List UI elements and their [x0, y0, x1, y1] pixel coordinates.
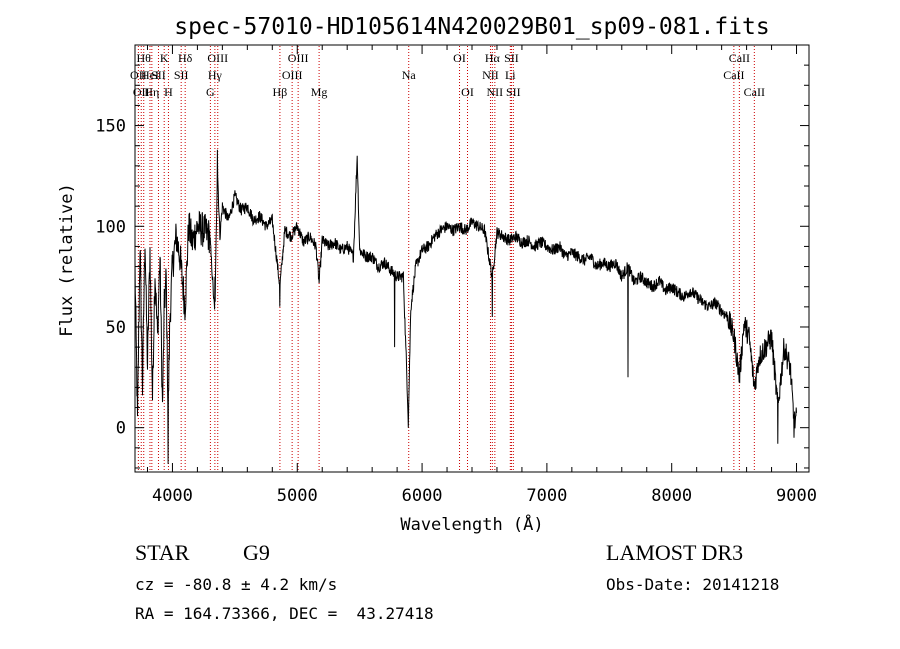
- line-marker-label: CaII: [723, 68, 744, 82]
- line-marker-label: Hθ: [137, 51, 152, 65]
- x-tick-label: 5000: [277, 486, 318, 506]
- line-marker-label: OI: [461, 85, 474, 99]
- x-axis-label: Wavelength (Å): [400, 513, 543, 535]
- spectral-line-labels: OIIOIIHθHηHeISIIKHHδSIIGHγOIIIHβOIIIOIII…: [130, 51, 765, 99]
- chart-title: spec-57010-HD105614N420029B01_sp09-081.f…: [174, 14, 769, 40]
- survey-name: LAMOST DR3: [606, 540, 743, 565]
- line-marker-label: OI: [453, 51, 466, 65]
- obs-date: Obs-Date: 20141218: [606, 575, 779, 594]
- redshift-readout: cz = -80.8 ± 4.2 km/s: [135, 575, 337, 594]
- line-marker-label: OIII: [288, 51, 309, 65]
- line-marker-label: NII: [487, 85, 504, 99]
- y-tick-label: 50: [106, 318, 126, 338]
- line-marker-label: CaII: [729, 51, 750, 65]
- x-tick-label: 9000: [776, 486, 817, 506]
- line-marker-label: Li: [505, 68, 516, 82]
- line-marker-label: H: [164, 85, 173, 99]
- y-tick-label: 100: [95, 217, 126, 237]
- line-marker-label: Hδ: [178, 51, 193, 65]
- line-marker-label: HeI: [141, 68, 159, 82]
- line-marker-label: Hη: [144, 85, 159, 99]
- line-marker-label: SII: [506, 85, 521, 99]
- y-tick-label: 0: [116, 419, 126, 439]
- line-marker-label: SII: [504, 51, 519, 65]
- line-marker-label: Mg: [311, 85, 328, 99]
- y-axis-label: Flux (relative): [57, 183, 77, 337]
- line-marker-label: Hβ: [273, 85, 288, 99]
- coordinates: RA = 164.73366, DEC = 43.27418: [135, 604, 434, 623]
- line-marker-label: Na: [402, 68, 417, 82]
- line-marker-label: NII: [482, 68, 499, 82]
- spectral-subclass: G9: [243, 540, 270, 565]
- line-marker-label: G: [206, 85, 215, 99]
- spectral-class: STAR: [135, 540, 190, 565]
- x-axis-ticks: 4000 5000 6000 7000 8000 9000: [146, 45, 817, 506]
- y-tick-label: 150: [95, 117, 126, 137]
- line-marker-label: CaII: [744, 85, 765, 99]
- x-tick-label: 6000: [402, 486, 443, 506]
- spectral-line-markers: [137, 46, 755, 471]
- line-marker-label: OII: [130, 68, 147, 82]
- line-marker-label: K: [160, 51, 169, 65]
- line-marker-label: SII: [174, 68, 189, 82]
- y-axis-ticks: 0 50 100 150: [95, 64, 809, 469]
- line-marker-label: OIII: [282, 68, 303, 82]
- line-marker-label: SII: [151, 68, 166, 82]
- line-marker-label: Hγ: [208, 68, 223, 82]
- x-tick-label: 4000: [152, 486, 193, 506]
- spectrum-line: [134, 149, 797, 464]
- line-marker-label: OIII: [207, 51, 228, 65]
- line-marker-label: OII: [133, 85, 150, 99]
- plot-frame: [134, 44, 810, 473]
- line-marker-label: Hα: [485, 51, 501, 65]
- x-tick-label: 7000: [526, 486, 567, 506]
- x-tick-label: 8000: [651, 486, 692, 506]
